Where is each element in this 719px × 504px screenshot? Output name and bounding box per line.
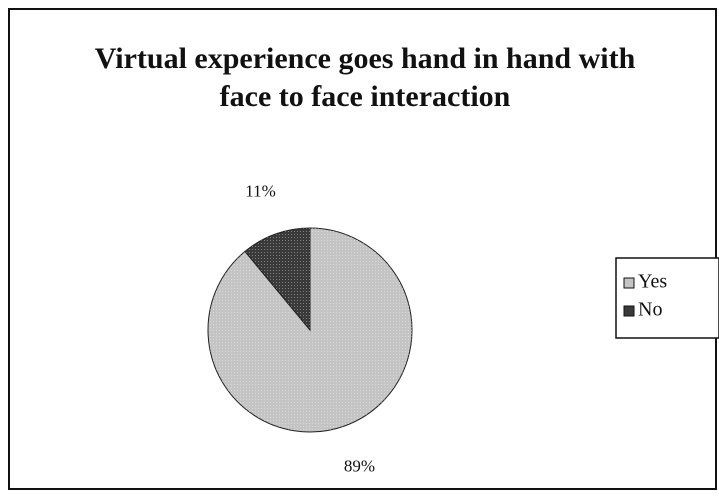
data-label: 89% (344, 456, 375, 475)
legend-swatch (623, 305, 635, 317)
legend-box (615, 257, 719, 339)
pie-slice-texture (244, 228, 310, 330)
legend-label: No (638, 299, 662, 321)
chart-title: Virtual experience goes hand in hand wit… (94, 42, 636, 113)
legend-label: Yes (638, 271, 667, 293)
data-label: 11% (245, 182, 276, 201)
legend-swatch (623, 277, 635, 289)
chart-frame (8, 8, 717, 490)
